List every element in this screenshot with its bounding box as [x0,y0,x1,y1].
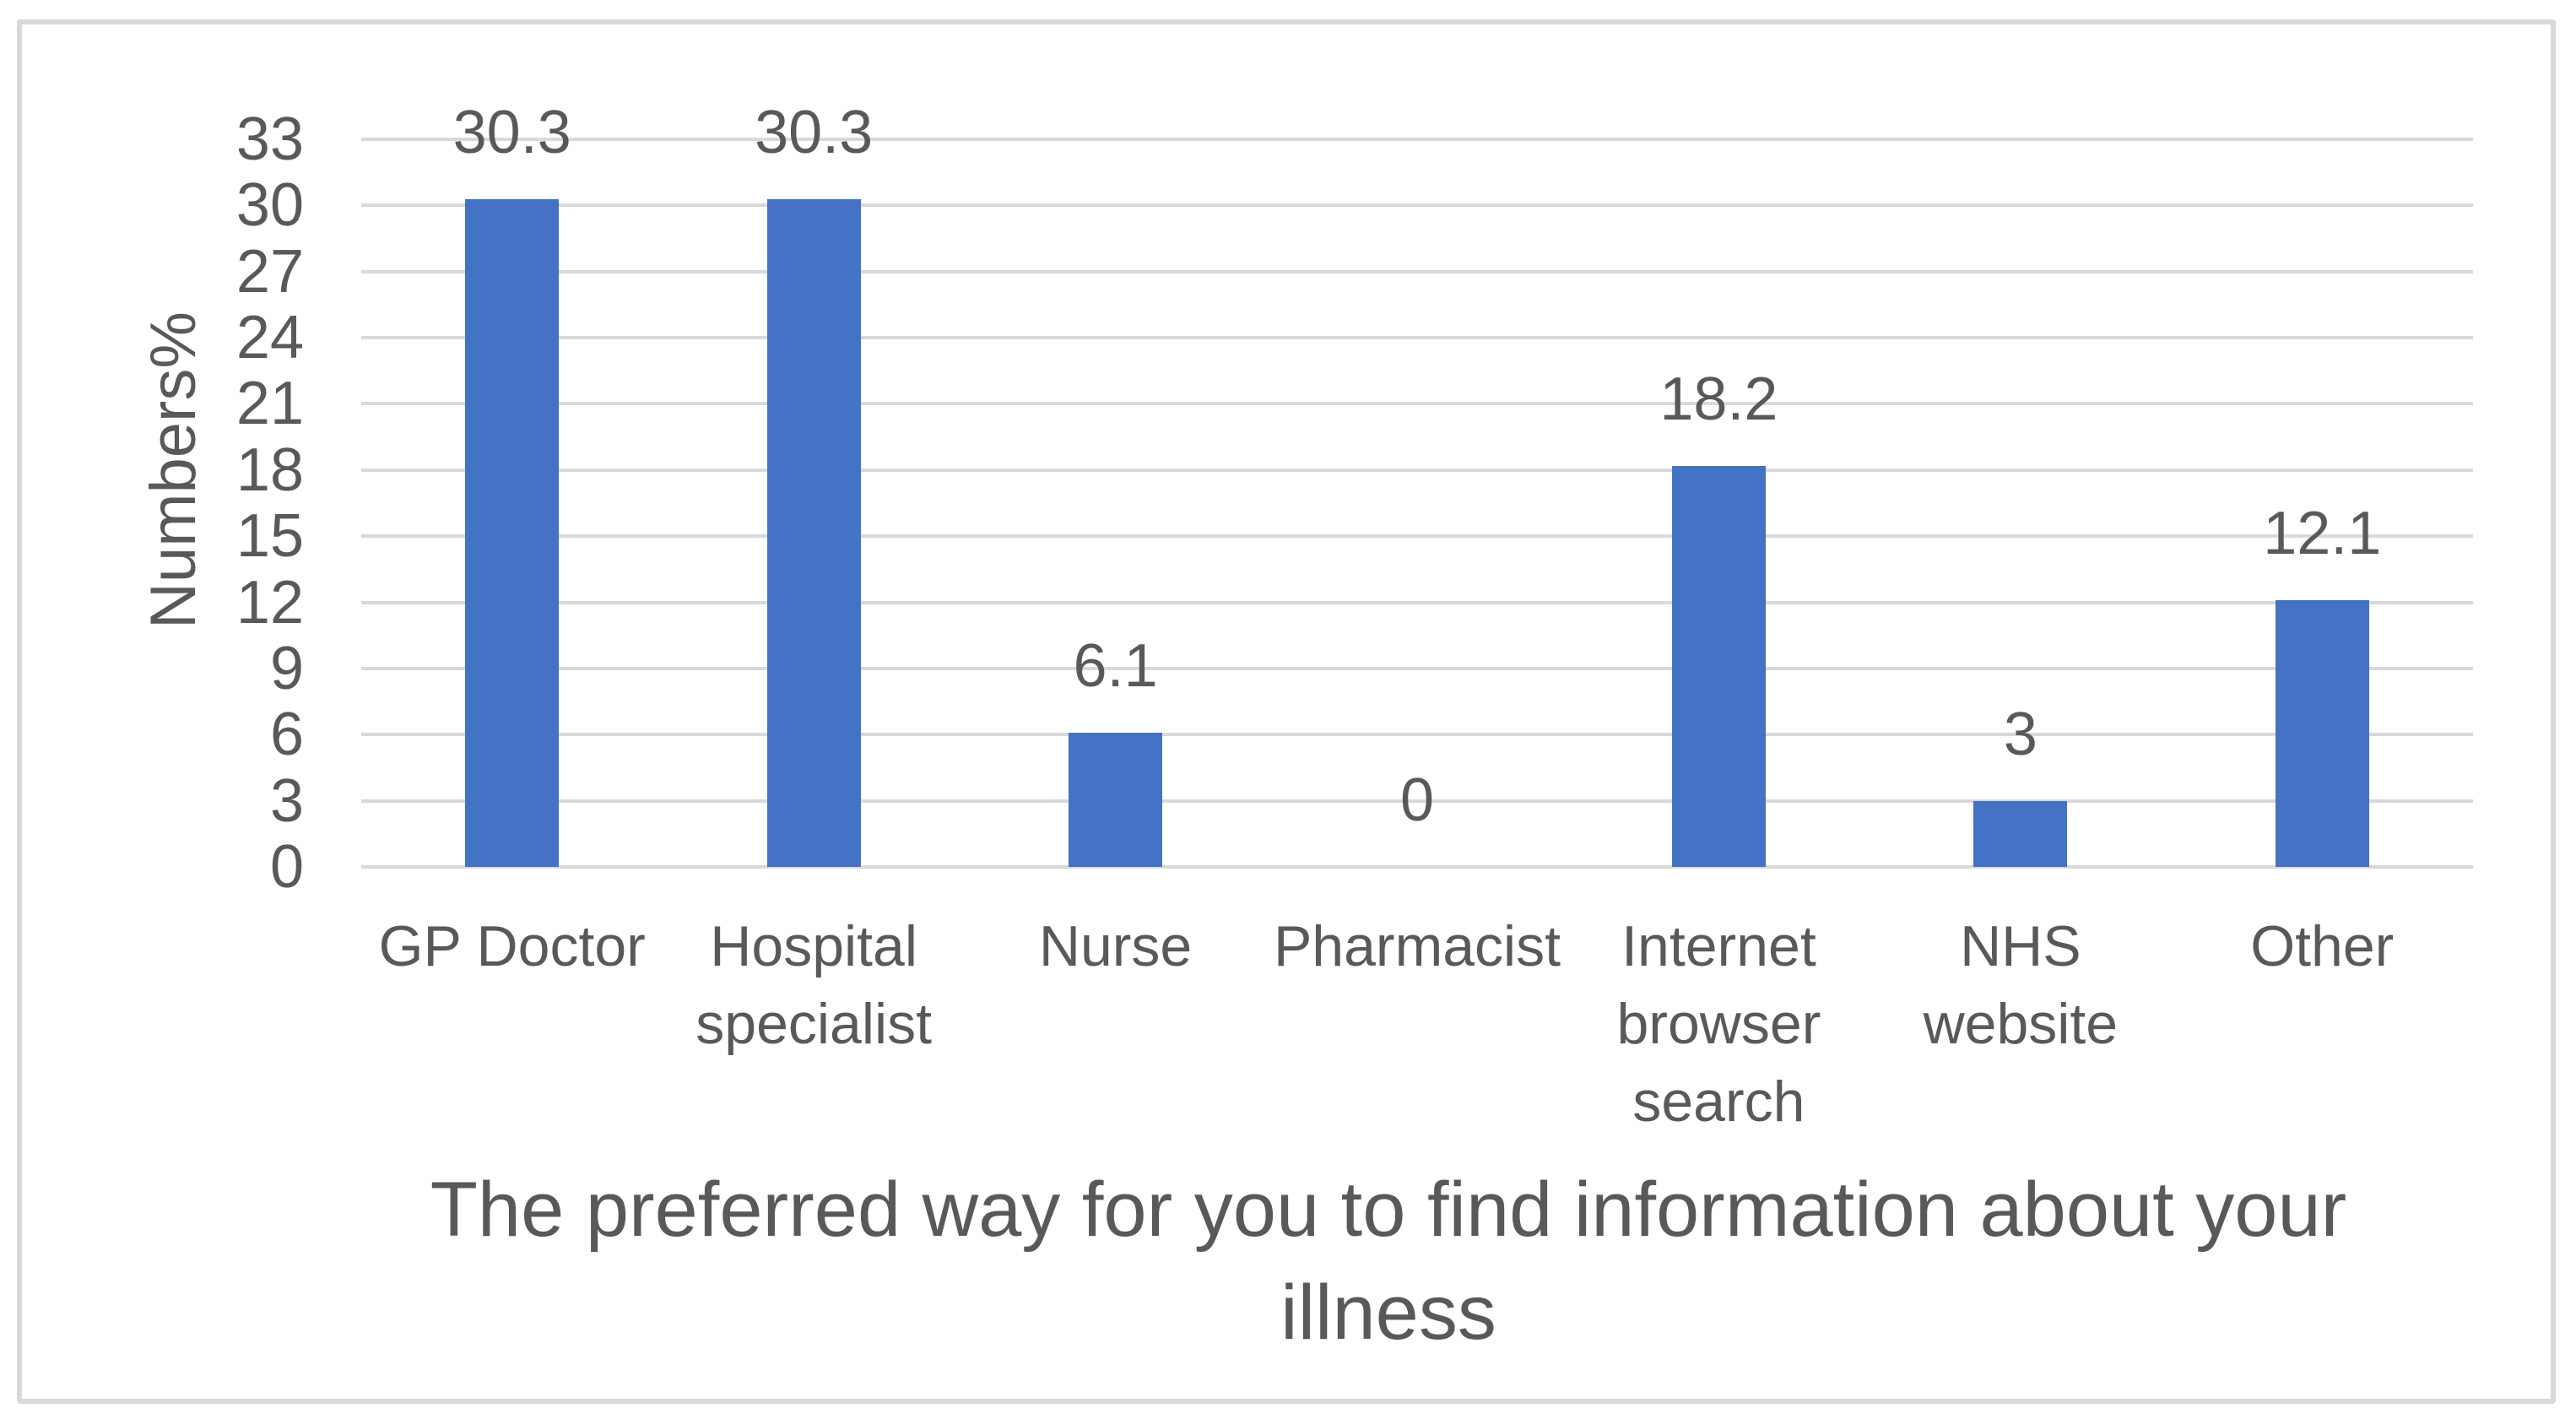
y-tick-label-27: 27 [235,237,304,306]
value-label-nhs-website: 3 [2003,700,2038,768]
category-label-internet-browser-search: Internet browser search [1616,914,1821,1134]
x-axis-title: The preferred way for you to find inform… [291,1158,2486,1364]
value-label-nurse: 6.1 [1073,631,1158,700]
gridline-6 [361,733,2473,737]
gridline-21 [361,402,2473,406]
category-label-pharmacist: Pharmacist [1273,914,1561,978]
gridline-12 [361,600,2473,604]
gridline-15 [361,534,2473,539]
bar-gp-doctor [465,198,560,867]
x-axis-title-line-2: illness [1280,1270,1496,1356]
gridline-24 [361,336,2473,340]
y-tick-label-33: 33 [235,106,304,173]
category-label-hospital-specialist: Hospital specialist [695,914,932,1056]
y-axis-title: Numbers% [138,311,209,629]
x-axis-title-line-1: The preferred way for you to find inform… [430,1167,2347,1253]
bar-other [2275,599,2369,867]
y-tick-label-30: 30 [235,171,304,240]
y-tick-label-15: 15 [235,502,304,571]
y-tick-label-24: 24 [235,304,304,372]
gridline-27 [361,269,2473,274]
category-label-nurse: Nurse [1038,914,1193,978]
category-label-nhs-website: NHS website [1923,914,2119,1056]
bar-nhs-website [1973,800,2068,867]
value-label-internet-browser-search: 18.2 [1659,365,1778,433]
y-tick-label-12: 12 [235,568,304,636]
category-label-other: Other [2250,914,2395,978]
value-label-gp-doctor: 30.3 [452,98,571,166]
chart-border [17,19,2556,1404]
y-tick-label-21: 21 [235,370,304,438]
value-label-other: 12.1 [2263,499,2382,567]
y-tick-label-9: 9 [269,634,304,702]
gridline-9 [361,666,2473,670]
value-label-hospital-specialist: 30.3 [755,98,874,166]
gridline-33 [361,138,2473,141]
y-tick-label-3: 3 [269,766,304,835]
y-tick-label-0: 0 [269,833,304,901]
gridline-18 [361,468,2473,472]
y-tick-label-18: 18 [235,436,304,504]
y-tick-label-6: 6 [269,701,304,769]
bar-hospital-specialist [766,198,861,867]
gridline-30 [361,203,2473,208]
gridline-0 [361,865,2473,869]
bar-nurse [1069,732,1163,867]
bar-internet-browser-search [1671,465,1766,867]
gridline-3 [361,799,2473,803]
value-label-pharmacist: 0 [1399,766,1435,834]
category-label-gp-doctor: GP Doctor [378,914,646,978]
